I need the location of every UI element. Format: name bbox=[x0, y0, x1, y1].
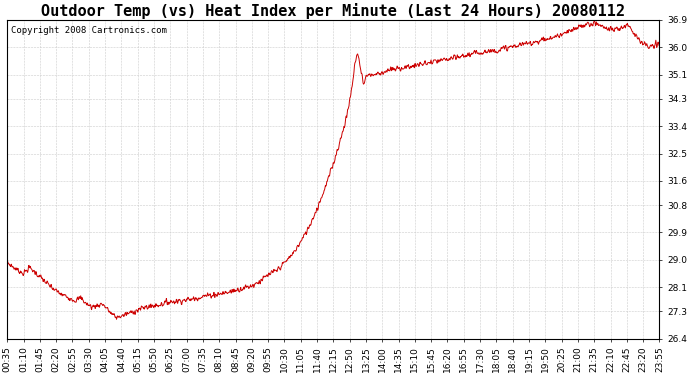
Title: Outdoor Temp (vs) Heat Index per Minute (Last 24 Hours) 20080112: Outdoor Temp (vs) Heat Index per Minute … bbox=[41, 3, 625, 19]
Text: Copyright 2008 Cartronics.com: Copyright 2008 Cartronics.com bbox=[10, 26, 166, 35]
